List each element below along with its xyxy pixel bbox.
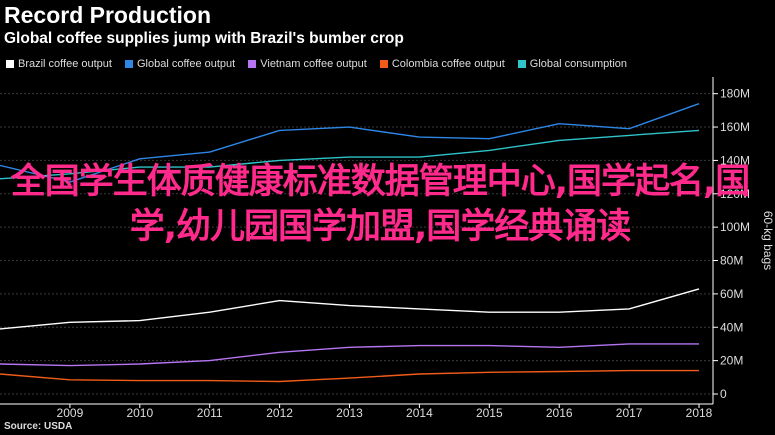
series-line-brazil-coffee-output xyxy=(0,288,700,330)
y-tick-label: 80M xyxy=(720,254,743,268)
legend-swatch xyxy=(248,60,257,68)
legend-swatch xyxy=(124,60,133,68)
x-tick-label: 2014 xyxy=(406,406,433,420)
legend-label: Colombia coffee output xyxy=(391,58,505,70)
x-tick-label: 2012 xyxy=(266,406,293,420)
x-tick-label: 2016 xyxy=(546,406,573,420)
x-tick-label: 2010 xyxy=(126,406,153,420)
legend-item-global-consumption: Global consumption xyxy=(517,58,628,70)
x-tick-label: 2018 xyxy=(686,406,713,420)
y-tick-label: 0 xyxy=(720,387,727,401)
y-tick-label: 20M xyxy=(720,354,743,368)
legend-item-colombia-coffee-output: Colombia coffee output xyxy=(379,58,505,70)
source-note: Source: USDA xyxy=(4,421,73,432)
legend-item-brazil-coffee-output: Brazil coffee output xyxy=(6,58,112,70)
series-line-vietnam-coffee-output xyxy=(0,343,699,367)
legend-label: Global coffee output xyxy=(136,58,236,70)
legend-swatch xyxy=(517,60,526,68)
y-axis-title: 60-kg bags xyxy=(761,211,775,270)
y-tick-label: 180M xyxy=(720,87,750,101)
chart-subtitle: Global coffee supplies jump with Brazil'… xyxy=(4,30,404,47)
x-tick-label: 2011 xyxy=(197,406,223,420)
legend-swatch xyxy=(379,60,388,68)
y-tick-label: 160M xyxy=(720,120,750,134)
series-line-colombia-coffee-output xyxy=(0,369,699,383)
legend-label: Global consumption xyxy=(529,58,628,70)
x-tick-label: 2017 xyxy=(616,406,643,420)
legend-swatch xyxy=(6,60,14,68)
x-tick-label: 2015 xyxy=(476,406,503,420)
legend-item-vietnam-coffee-output: Vietnam coffee output xyxy=(248,58,367,70)
y-tick-label: 120M xyxy=(720,187,750,201)
x-tick-label: 2009 xyxy=(57,406,84,420)
series-line-global-coffee-output xyxy=(0,103,700,183)
watermark-overlay-text: 全国学生体质健康标准数据管理中心,国学起名,国学,幼儿园国学加盟,国学经典诵读 xyxy=(10,162,751,247)
legend-item-global-coffee-output: Global coffee output xyxy=(124,58,236,70)
chart-title: Record Production xyxy=(4,2,212,28)
y-tick-label: 140M xyxy=(720,153,750,167)
chart-legend: Brazil coffee output Global coffee output… xyxy=(6,57,640,71)
x-tick-label: 2013 xyxy=(336,406,363,420)
y-tick-label: 60M xyxy=(720,287,743,301)
y-tick-label: 40M xyxy=(720,320,743,334)
legend-label: Brazil coffee output xyxy=(18,58,112,70)
series-line-global-consumption xyxy=(0,129,700,180)
legend-label: Vietnam coffee output xyxy=(260,58,367,70)
y-tick-label: 100M xyxy=(720,220,750,234)
